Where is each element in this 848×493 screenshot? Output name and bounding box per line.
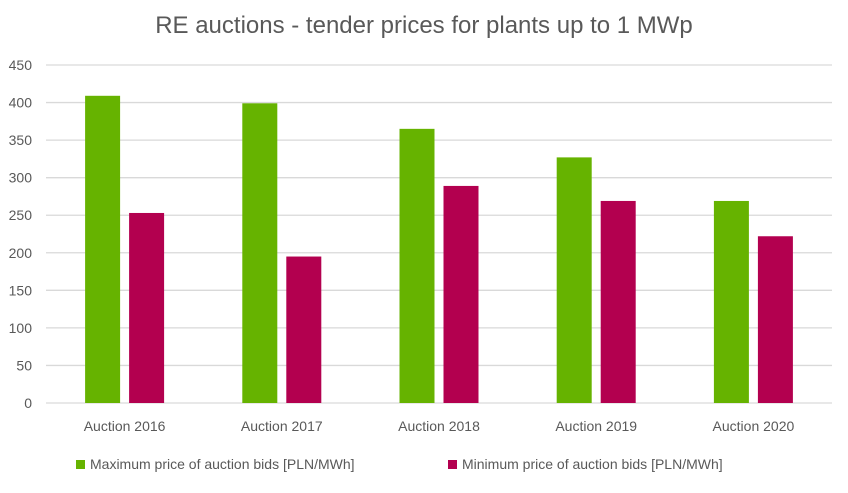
y-tick-label: 0 xyxy=(24,395,32,411)
y-tick-label: 450 xyxy=(9,57,33,73)
y-tick-label: 200 xyxy=(9,245,33,261)
legend-label: Maximum price of auction bids [PLN/MWh] xyxy=(90,456,355,472)
y-tick-label: 350 xyxy=(9,132,33,148)
legend-swatch xyxy=(448,460,457,469)
y-tick-label: 50 xyxy=(16,357,32,373)
bar-max-auction-2020 xyxy=(713,200,749,403)
bar-max-auction-2019 xyxy=(556,157,592,403)
legend-swatch xyxy=(76,460,85,469)
legend-label: Minimum price of auction bids [PLN/MWh] xyxy=(462,456,723,472)
y-tick-label: 300 xyxy=(9,170,33,186)
bar-max-auction-2016 xyxy=(85,95,121,403)
bar-max-auction-2017 xyxy=(242,103,278,403)
x-tick-label: Auction 2017 xyxy=(241,418,323,434)
y-tick-label: 250 xyxy=(9,207,33,223)
x-tick-label: Auction 2018 xyxy=(398,418,480,434)
y-axis-ticks: 0 50 100 150 200 250 300 350 400 450 xyxy=(9,57,33,411)
bar-min-auction-2017 xyxy=(286,256,322,403)
bar-max-auction-2018 xyxy=(399,128,435,403)
bar-min-auction-2016 xyxy=(129,212,165,403)
bar-min-auction-2019 xyxy=(600,200,636,403)
legend: Maximum price of auction bids [PLN/MWh] M… xyxy=(76,456,723,472)
bars xyxy=(85,95,793,403)
chart-title: RE auctions - tender prices for plants u… xyxy=(155,12,693,39)
x-tick-label: Auction 2016 xyxy=(84,418,166,434)
gridlines xyxy=(46,64,832,404)
y-tick-label: 150 xyxy=(9,282,33,298)
x-axis-ticks: Auction 2016 Auction 2017 Auction 2018 Auct… xyxy=(84,418,795,434)
bar-min-auction-2018 xyxy=(443,185,479,403)
y-tick-label: 400 xyxy=(9,95,33,111)
y-tick-label: 100 xyxy=(9,320,33,336)
x-tick-label: Auction 2019 xyxy=(555,418,637,434)
x-tick-label: Auction 2020 xyxy=(713,418,795,434)
bar-min-auction-2020 xyxy=(757,236,793,403)
